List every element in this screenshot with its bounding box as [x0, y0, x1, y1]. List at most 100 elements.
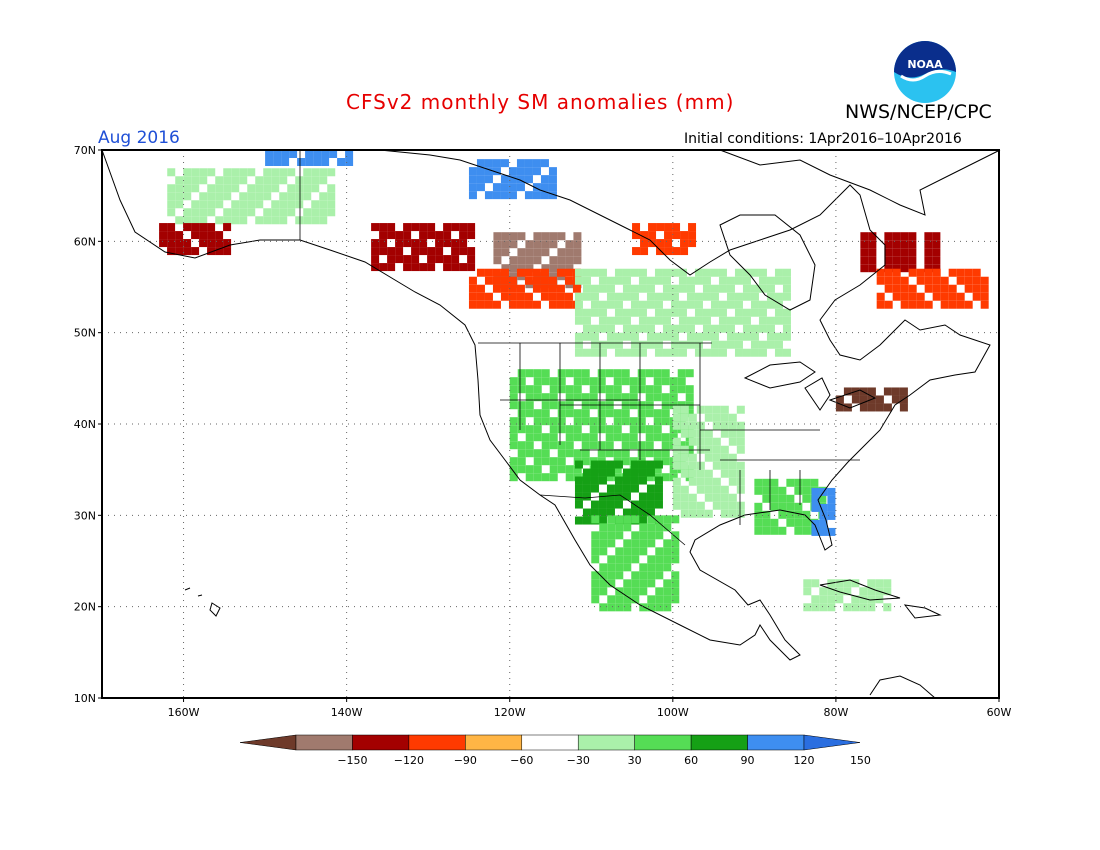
anomaly-cell — [859, 387, 868, 396]
anomaly-cell — [327, 208, 336, 217]
anomaly-cell — [712, 437, 721, 446]
anomaly-cell — [622, 308, 631, 317]
anomaly-cell — [645, 473, 654, 482]
anomaly-cell — [664, 239, 673, 248]
anomaly-cell — [680, 413, 689, 422]
anomaly-cell — [630, 324, 639, 333]
legend-swatch — [521, 734, 579, 751]
anomaly-cell — [500, 276, 509, 285]
anomaly-cell — [613, 465, 622, 474]
anomaly-cell — [782, 324, 791, 333]
anomaly-cell — [629, 393, 638, 402]
anomaly-cell — [311, 168, 320, 177]
anomaly-cell — [916, 300, 925, 309]
anomaly-cell — [175, 216, 184, 225]
anomaly-cell — [271, 184, 280, 193]
anomaly-cell — [640, 247, 649, 256]
anomaly-cell — [191, 168, 200, 177]
anomaly-cell — [680, 493, 689, 502]
anomaly-cell — [500, 159, 509, 168]
anomaly-cell — [860, 264, 869, 273]
anomaly-cell — [623, 555, 632, 564]
anomaly-cell — [549, 433, 558, 442]
anomaly-cell — [638, 340, 647, 349]
anomaly-cell — [900, 264, 909, 273]
anomaly-cell — [541, 473, 550, 482]
anomaly-cell — [867, 403, 876, 412]
anomaly-cell — [754, 502, 763, 511]
anomaly-cell — [379, 231, 388, 240]
anomaly-cell — [574, 276, 583, 285]
anomaly-cell — [766, 340, 775, 349]
anomaly-cell — [736, 477, 745, 486]
anomaly-cell — [387, 247, 396, 256]
anomaly-cell — [590, 460, 599, 469]
anomaly-cell — [581, 433, 590, 442]
anomaly-cell — [443, 255, 452, 264]
anomaly-cell — [758, 268, 767, 277]
anomaly-cell — [851, 595, 860, 604]
anomaly-cell — [680, 461, 689, 470]
anomaly-cell — [459, 223, 468, 232]
anomaly-cell — [199, 192, 208, 201]
anomaly-cell — [629, 441, 638, 450]
anomaly-cell — [525, 240, 534, 249]
anomaly-cell — [508, 276, 517, 285]
anomaly-cell — [215, 216, 224, 225]
anomaly-cell — [672, 247, 681, 256]
anomaly-cell — [794, 486, 803, 495]
anomaly-cell — [638, 284, 647, 293]
anomaly-cell — [287, 208, 296, 217]
anomaly-cell — [574, 300, 583, 309]
anomaly-cell — [484, 268, 493, 277]
anomaly-cell — [720, 429, 729, 438]
anomaly-cell — [948, 268, 957, 277]
anomaly-cell — [972, 292, 981, 301]
anomaly-cell — [183, 223, 192, 232]
anomaly-cell — [758, 324, 767, 333]
anomaly-cell — [786, 478, 795, 487]
anomaly-cell — [607, 595, 616, 604]
anomaly-cell — [892, 284, 901, 293]
lat-tick-label: 20N — [74, 601, 96, 614]
anomaly-cell — [484, 191, 493, 200]
anomaly-cell — [630, 508, 639, 517]
anomaly-cell — [623, 523, 632, 532]
anomaly-cell — [573, 240, 582, 249]
anomaly-cell — [223, 239, 232, 248]
anomaly-cell — [379, 247, 388, 256]
anomaly-cell — [622, 476, 631, 485]
anomaly-cell — [467, 223, 476, 232]
anomaly-cell — [669, 377, 678, 386]
anomaly-cell — [500, 292, 509, 301]
anomaly-cell — [638, 268, 647, 277]
anomaly-cell — [207, 247, 216, 256]
anomaly-cell — [702, 324, 711, 333]
anomaly-cell — [557, 264, 566, 273]
anomaly-cell — [948, 292, 957, 301]
anomaly-cell — [459, 239, 468, 248]
anomaly-cell — [615, 603, 624, 612]
anomaly-cell — [271, 216, 280, 225]
anomaly-cell — [688, 477, 697, 486]
anomaly-cell — [770, 486, 779, 495]
anomaly-cell — [728, 429, 737, 438]
anomaly-cell — [736, 485, 745, 494]
anomaly-cell — [867, 595, 876, 604]
anomaly-cell — [582, 516, 591, 525]
anomaly-cell — [591, 579, 600, 588]
anomaly-cell — [629, 385, 638, 394]
anomaly-cell — [623, 547, 632, 556]
anomaly-cell — [327, 168, 336, 177]
anomaly-cell — [892, 276, 901, 285]
anomaly-cell — [387, 223, 396, 232]
anomaly-cell — [672, 485, 681, 494]
anomaly-cell — [875, 395, 884, 404]
anomaly-cell — [754, 486, 763, 495]
anomaly-cell — [484, 167, 493, 176]
anomaly-cell — [614, 492, 623, 501]
anomaly-cell — [653, 425, 662, 434]
anomaly-cell — [654, 268, 663, 277]
anomaly-cell — [718, 316, 727, 325]
